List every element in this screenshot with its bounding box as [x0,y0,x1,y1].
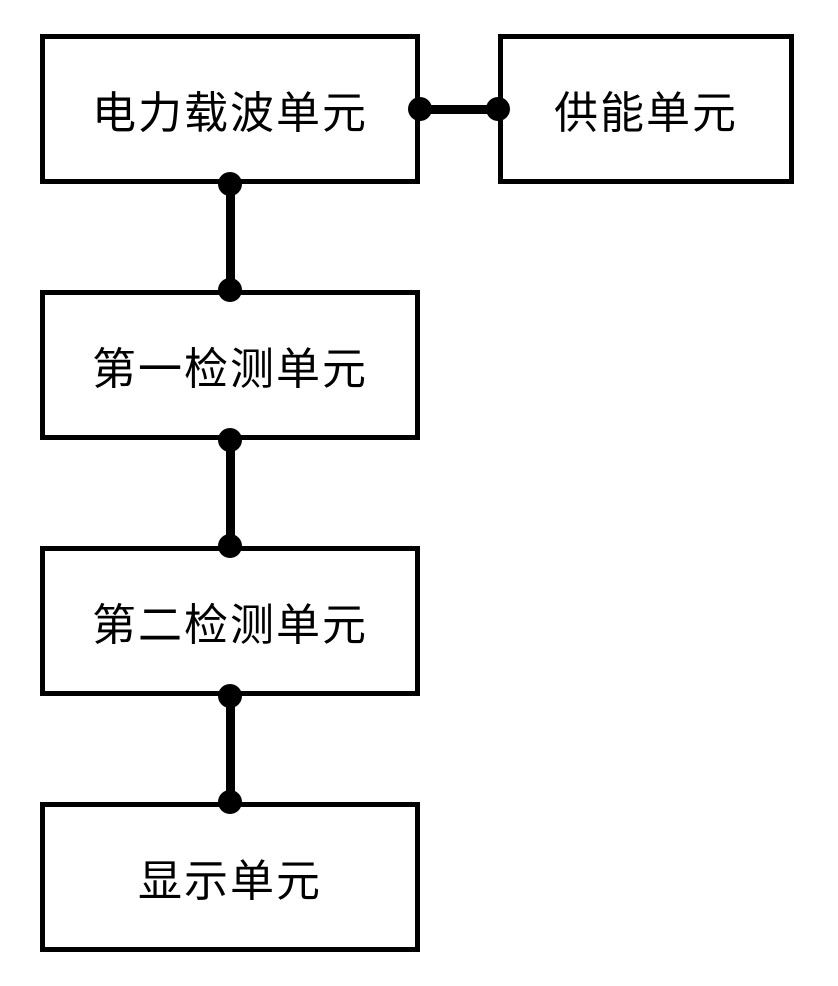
connector-line [226,696,235,802]
connector-dot [218,684,242,708]
connector-dot [218,790,242,814]
connector-dot [408,97,432,121]
connector-dot [486,97,510,121]
connector-dot [218,172,242,196]
node-label: 电力载波单元 [92,77,368,141]
connector-line [226,184,235,290]
node-label: 显示单元 [138,845,322,909]
connector-dot [218,428,242,452]
node-detect2: 第二检测单元 [40,546,420,696]
connector-dot [218,278,242,302]
node-label: 供能单元 [554,77,738,141]
connector-dot [218,534,242,558]
node-display: 显示单元 [40,802,420,952]
node-label: 第二检测单元 [92,589,368,653]
node-power_carrier: 电力载波单元 [40,34,420,184]
node-label: 第一检测单元 [92,333,368,397]
connector-line [226,440,235,546]
node-detect1: 第一检测单元 [40,290,420,440]
node-energy_supply: 供能单元 [498,34,794,184]
